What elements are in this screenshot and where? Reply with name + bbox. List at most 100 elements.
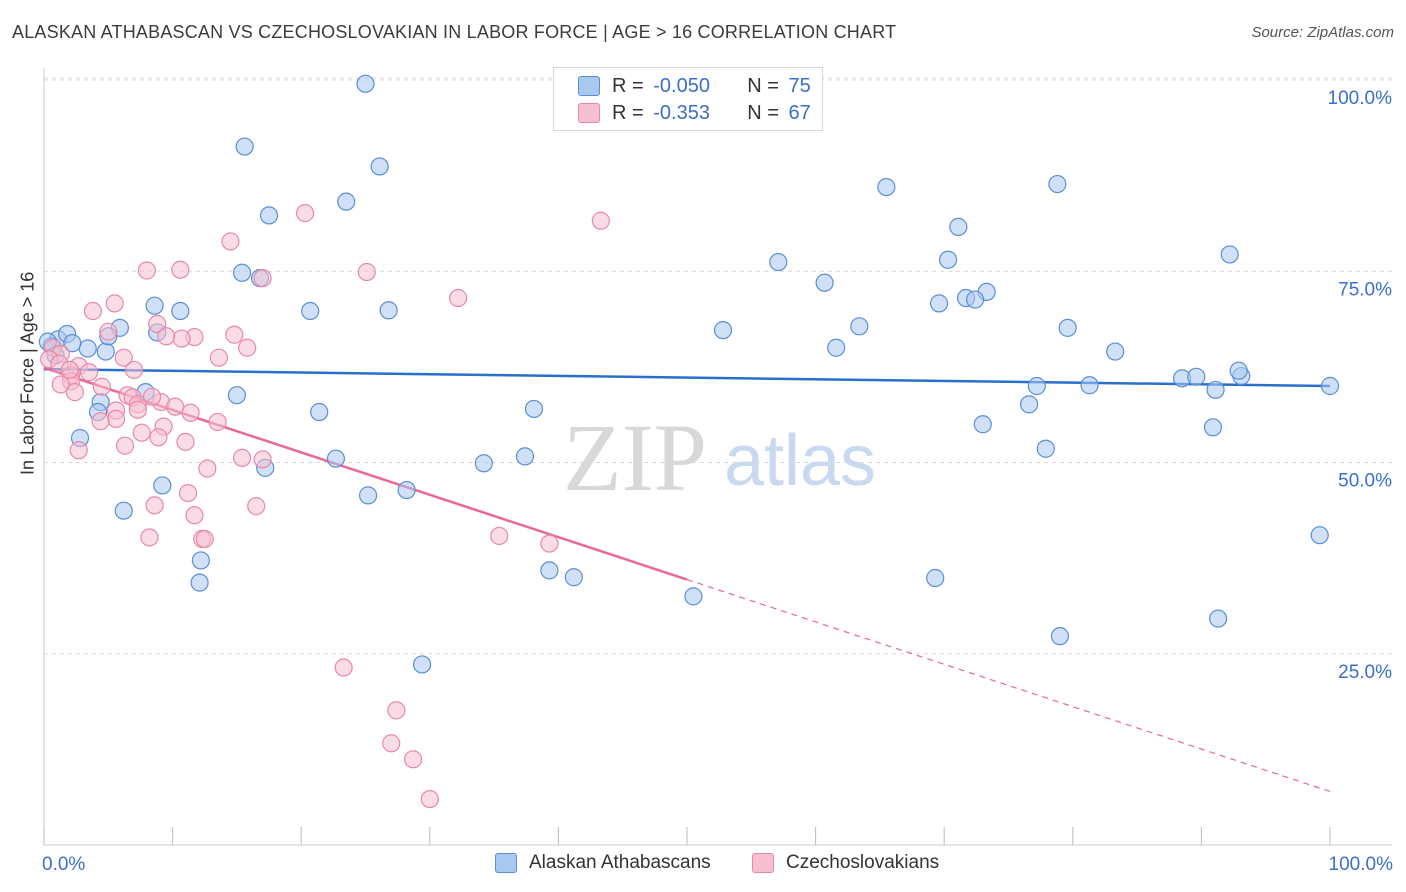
point-alaskan-athabascan	[938, 250, 958, 269]
point-czechoslovakian	[92, 377, 111, 396]
point-czechoslovakian	[357, 262, 376, 282]
point-alaskan-athabascan	[310, 402, 329, 422]
point-czechoslovakian	[420, 789, 439, 809]
point-czechoslovakian	[149, 428, 168, 447]
point-czechoslovakian	[148, 314, 167, 334]
y-tick-label: 75.0%	[1338, 279, 1392, 300]
point-alaskan-athabascan	[370, 157, 389, 176]
point-alaskan-athabascan	[1187, 367, 1206, 386]
point-czechoslovakian	[490, 526, 509, 546]
point-alaskan-athabascan	[1206, 380, 1225, 399]
point-czechoslovakian	[209, 348, 228, 367]
point-czechoslovakian	[114, 348, 133, 367]
point-czechoslovakian	[106, 409, 126, 428]
point-alaskan-athabascan	[474, 454, 493, 473]
point-alaskan-athabascan	[1229, 361, 1248, 380]
point-czechoslovakian	[172, 329, 191, 348]
trend-line-pink-extrapolated	[686, 578, 1331, 793]
tick-label-layer: 25.0% 50.0% 75.0% 100.0% 0.0% 100.0%	[42, 88, 1393, 875]
point-alaskan-athabascan	[1050, 627, 1070, 646]
point-alaskan-athabascan	[356, 74, 375, 93]
point-czechoslovakian	[382, 734, 401, 753]
point-czechoslovakian	[124, 360, 144, 380]
point-czechoslovakian	[253, 450, 272, 469]
point-alaskan-athabascan	[1036, 439, 1055, 458]
point-alaskan-athabascan	[564, 568, 583, 587]
point-alaskan-athabascan	[965, 290, 985, 309]
point-czechoslovakian	[176, 432, 195, 451]
point-alaskan-athabascan	[1058, 318, 1077, 337]
point-alaskan-athabascan	[78, 339, 97, 358]
y-tick-label: 25.0%	[1338, 662, 1392, 683]
point-alaskan-athabascan	[1027, 376, 1046, 396]
point-alaskan-athabascan	[190, 573, 209, 592]
point-czechoslovakian	[132, 423, 151, 442]
point-czechoslovakian	[178, 484, 198, 503]
watermark: ZIP atlas	[563, 404, 876, 511]
point-alaskan-athabascan	[1310, 526, 1329, 545]
point-czechoslovakian	[591, 211, 610, 230]
point-alaskan-athabascan	[850, 317, 869, 336]
point-czechoslovakian	[91, 412, 110, 431]
legend-n-value: 67	[788, 101, 811, 124]
point-alaskan-athabascan	[114, 501, 133, 520]
point-czechoslovakian	[69, 441, 88, 460]
point-alaskan-athabascan	[1320, 376, 1340, 396]
point-alaskan-athabascan	[326, 449, 346, 468]
legend-r-label: R =	[612, 101, 650, 124]
point-alaskan-athabascan	[227, 386, 246, 405]
point-czechoslovakian	[181, 403, 200, 422]
point-alaskan-athabascan	[397, 480, 416, 500]
point-alaskan-athabascan	[145, 296, 164, 315]
point-czechoslovakian	[540, 534, 559, 553]
point-alaskan-athabascan	[235, 137, 254, 156]
point-alaskan-athabascan	[949, 217, 968, 236]
legend-swatch-blue	[495, 853, 517, 873]
legend-item-czechoslovakians[interactable]: Czechoslovakians	[752, 852, 939, 874]
point-czechoslovakian	[60, 360, 79, 380]
point-czechoslovakian	[65, 383, 84, 402]
point-czechoslovakian	[171, 260, 190, 279]
point-alaskan-athabascan	[191, 551, 210, 570]
point-czechoslovakian	[238, 338, 257, 357]
point-alaskan-athabascan	[1019, 395, 1039, 414]
point-alaskan-athabascan	[1209, 609, 1228, 628]
point-alaskan-athabascan	[815, 273, 834, 292]
legend-label: Czechoslovakians	[786, 852, 940, 873]
legend-label: Alaskan Athabascans	[529, 852, 711, 873]
legend-swatch-blue	[578, 76, 600, 96]
point-alaskan-athabascan	[713, 321, 733, 340]
point-alaskan-athabascan	[1080, 376, 1099, 395]
point-alaskan-athabascan	[926, 568, 945, 588]
point-alaskan-athabascan	[301, 301, 320, 321]
point-czechoslovakian	[79, 363, 99, 382]
point-czechoslovakian	[295, 204, 315, 223]
point-alaskan-athabascan	[684, 587, 703, 606]
point-czechoslovakian	[334, 658, 353, 677]
axes-layer	[43, 68, 1392, 846]
point-czechoslovakian	[166, 397, 185, 416]
legend-swatch-pink	[752, 853, 774, 873]
point-alaskan-athabascan	[232, 263, 252, 282]
watermark-zip: ZIP	[563, 404, 707, 511]
legend-row-blue: R = -0.050 N = 75	[578, 73, 811, 99]
legend-r-value: -0.050	[653, 74, 710, 97]
legend-n-value: 75	[788, 74, 811, 97]
point-alaskan-athabascan	[412, 655, 432, 674]
point-alaskan-athabascan	[337, 192, 356, 211]
point-czechoslovakian	[195, 529, 214, 549]
legend-row-pink: R = -0.353 N = 67	[578, 100, 811, 126]
point-czechoslovakian	[247, 497, 266, 516]
point-alaskan-athabascan	[1220, 245, 1239, 264]
point-alaskan-athabascan	[1048, 174, 1067, 194]
point-czechoslovakian	[208, 412, 227, 432]
y-tick-label: 50.0%	[1338, 471, 1392, 492]
point-czechoslovakian	[83, 301, 102, 321]
point-czechoslovakian	[403, 750, 423, 769]
x-tick-label-min: 0.0%	[42, 854, 85, 875]
point-czechoslovakian	[128, 400, 147, 419]
legend-item-alaskan-athabascans[interactable]: Alaskan Athabascans	[495, 852, 711, 874]
watermark-atlas: atlas	[724, 421, 876, 501]
point-alaskan-athabascan	[769, 252, 788, 272]
